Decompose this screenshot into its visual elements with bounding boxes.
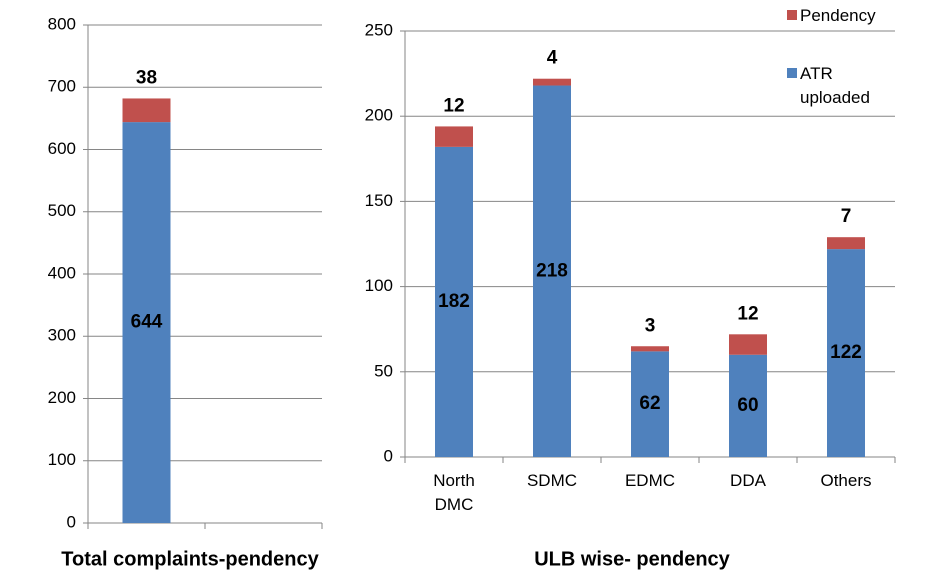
data-label: 62 [639, 393, 660, 414]
x-tick-label: Others [820, 471, 872, 490]
legend-swatch [787, 68, 797, 78]
bar-segment [729, 334, 767, 355]
x-tick-label: SDMC [526, 471, 578, 490]
x-tick-label-box: North DMC [433, 471, 475, 514]
bar-segment [631, 351, 669, 457]
chart-title: Total complaints-pendency [61, 548, 319, 570]
y-tick-label: 50 [374, 361, 393, 380]
x-tick-label-box: DDA [730, 471, 766, 490]
bar-segment [827, 237, 865, 250]
bar-segment [827, 249, 865, 457]
bar-segment [729, 354, 767, 457]
legend-swatch [787, 10, 797, 20]
chart-title: ULB wise- pendency [534, 548, 730, 570]
x-tick-label-box: SDMC [526, 471, 578, 490]
data-label: 3 [645, 315, 656, 336]
data-label: 38 [136, 67, 157, 88]
data-label: 644 [131, 312, 163, 333]
legend-label-box: ATR uploaded [800, 64, 870, 107]
bar-segment [435, 146, 473, 457]
bar-segment [533, 85, 571, 457]
x-tick-label: North DMC [433, 471, 475, 514]
y-tick-label: 0 [384, 446, 393, 465]
bar-segment [122, 122, 171, 524]
legend-label-box: Pendency [800, 6, 876, 25]
bar-segment [533, 78, 571, 86]
x-tick-label: EDMC [624, 471, 676, 490]
data-label: 182 [438, 291, 470, 312]
y-tick-label: 250 [365, 20, 393, 39]
y-tick-label: 150 [365, 191, 393, 210]
legend-label: Pendency [800, 6, 876, 25]
bar-segment [122, 98, 171, 123]
data-label: 4 [547, 48, 558, 69]
y-tick-label: 100 [365, 276, 393, 295]
y-tick-label: 400 [48, 263, 76, 282]
y-tick-label: 200 [365, 106, 393, 125]
data-label: 7 [841, 206, 852, 227]
data-label: 122 [830, 342, 862, 363]
y-tick-label: 300 [48, 326, 76, 345]
y-tick-label: 200 [48, 388, 76, 407]
y-tick-label: 800 [48, 14, 76, 33]
bar-segment [435, 126, 473, 147]
x-tick-label-box: Others [820, 471, 872, 490]
y-tick-label: 700 [48, 77, 76, 96]
y-tick-label: 100 [48, 450, 76, 469]
bar-segment [631, 346, 669, 352]
legend-label: ATR uploaded [800, 64, 870, 107]
data-label: 12 [737, 303, 758, 324]
data-label: 12 [443, 95, 464, 116]
x-tick-label-box: EDMC [624, 471, 676, 490]
y-tick-label: 0 [67, 512, 76, 531]
y-tick-label: 600 [48, 139, 76, 158]
y-tick-label: 500 [48, 201, 76, 220]
data-label: 60 [737, 395, 758, 416]
data-label: 218 [536, 260, 568, 281]
x-tick-label: DDA [730, 471, 766, 490]
